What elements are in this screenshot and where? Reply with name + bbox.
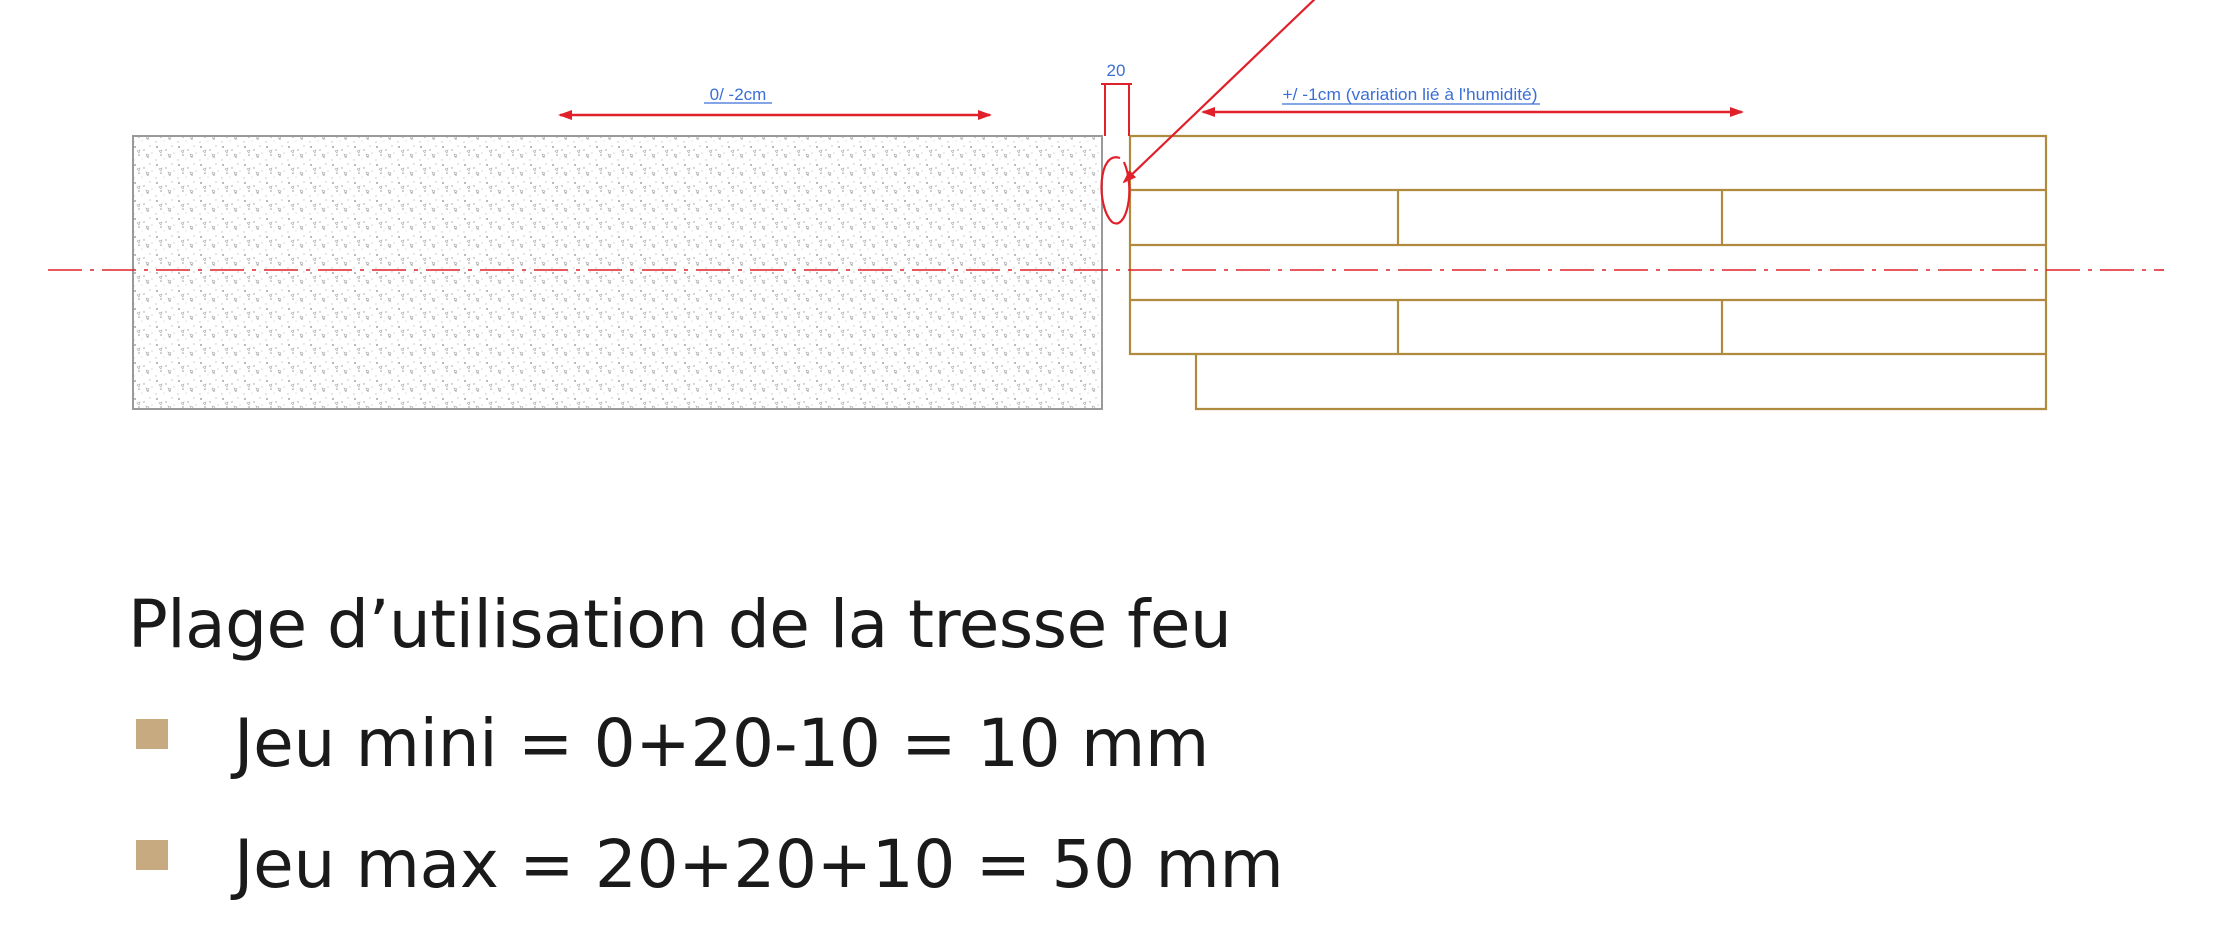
wood-boards — [1128, 134, 2048, 411]
page-heading: Plage d’utilisation de la tresse feu — [128, 586, 1232, 663]
left-dimension-label: 0/ -2cm — [710, 85, 767, 104]
bullet-text-min: Jeu mini = 0+20-10 = 10 mm — [234, 705, 1210, 782]
bullet-square-icon — [136, 719, 168, 749]
bullet-square-icon — [136, 840, 168, 870]
gap-dimension — [1101, 83, 1132, 136]
right-dimension-label: +/ -1cm (variation lié à l'humidité) — [1283, 85, 1538, 104]
bullet-text-max: Jeu max = 20+20+10 = 50 mm — [234, 826, 1284, 903]
callout-arrow — [1122, 0, 1316, 184]
concrete-block — [132, 135, 1103, 410]
joint-highlight — [1100, 156, 1131, 225]
gap-dimension-label: 20 — [1107, 61, 1126, 80]
